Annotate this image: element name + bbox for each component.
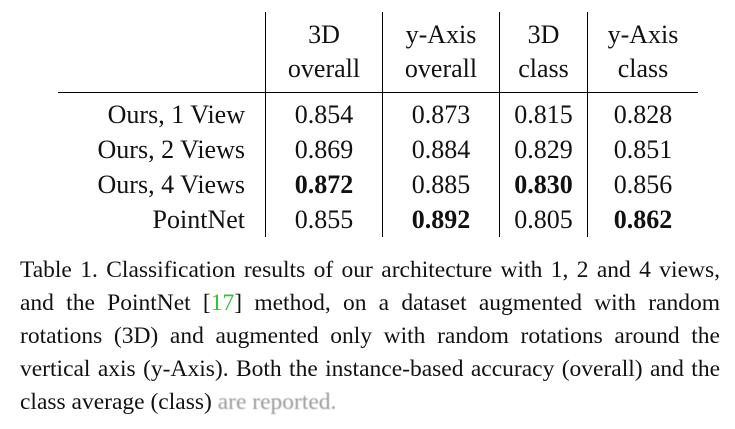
row-label: PointNet [58, 202, 266, 237]
table-cell: 0.855 [294, 204, 354, 234]
header-line: 3D [308, 20, 340, 49]
results-table-container: 3D overall y-Axis overall 3D class y-Axi… [58, 12, 698, 237]
row-label: Ours, 1 View [58, 92, 266, 132]
table-cell: 0.854 [294, 99, 354, 129]
caption-text: ] method, on a dataset augmented with ra… [20, 290, 720, 415]
table-cell: 0.856 [613, 169, 673, 199]
row-label: Ours, 2 Views [58, 132, 266, 167]
table-caption: Table 1. Classification results of our a… [20, 254, 720, 419]
table-cell: 0.815 [499, 92, 588, 132]
table-cell: 0.805 [499, 202, 588, 237]
table-cell: 0.885 [382, 167, 500, 202]
header-yaxis-class: y-Axis class [588, 12, 699, 93]
table-row: PointNet 0.855 0.892 0.805 0.862 [58, 202, 698, 237]
caption-text: Table 1. Classification results of our a… [20, 257, 720, 316]
header-line: y-Axis [607, 20, 679, 49]
table-cell: 0.851 [613, 134, 673, 164]
table-row: Ours, 2 Views 0.869 0.884 0.829 0.851 [58, 132, 698, 167]
header-line: overall [404, 54, 478, 83]
table-cell-best: 0.862 [613, 204, 673, 234]
table-cell: 0.829 [499, 132, 588, 167]
table-cell: 0.884 [382, 132, 500, 167]
header-yaxis-overall: y-Axis overall [382, 12, 500, 93]
table-cell-best: 0.872 [294, 169, 354, 199]
header-line: class [617, 54, 669, 83]
header-3d-overall: 3D overall [266, 12, 383, 93]
table-cell: 0.828 [613, 99, 673, 129]
citation-link[interactable]: 17 [210, 290, 235, 316]
header-line: class [518, 54, 569, 83]
header-line: 3D [527, 20, 560, 49]
header-corner [58, 12, 266, 93]
caption-faded-text: are reported. [217, 389, 337, 415]
table-cell: 0.873 [382, 92, 500, 132]
header-line: overall [287, 54, 361, 83]
table-cell-best: 0.830 [499, 167, 588, 202]
row-label: Ours, 4 Views [58, 167, 266, 202]
table-cell-best: 0.892 [382, 202, 500, 237]
table-row: Ours, 4 Views 0.872 0.885 0.830 0.856 [58, 167, 698, 202]
header-line: y-Axis [405, 20, 477, 49]
results-table: 3D overall y-Axis overall 3D class y-Axi… [58, 12, 698, 237]
table-header-row: 3D overall y-Axis overall 3D class y-Axi… [58, 12, 698, 93]
table-row: Ours, 1 View 0.854 0.873 0.815 0.828 [58, 92, 698, 132]
table-cell: 0.869 [294, 134, 354, 164]
header-3d-class: 3D class [499, 12, 588, 93]
